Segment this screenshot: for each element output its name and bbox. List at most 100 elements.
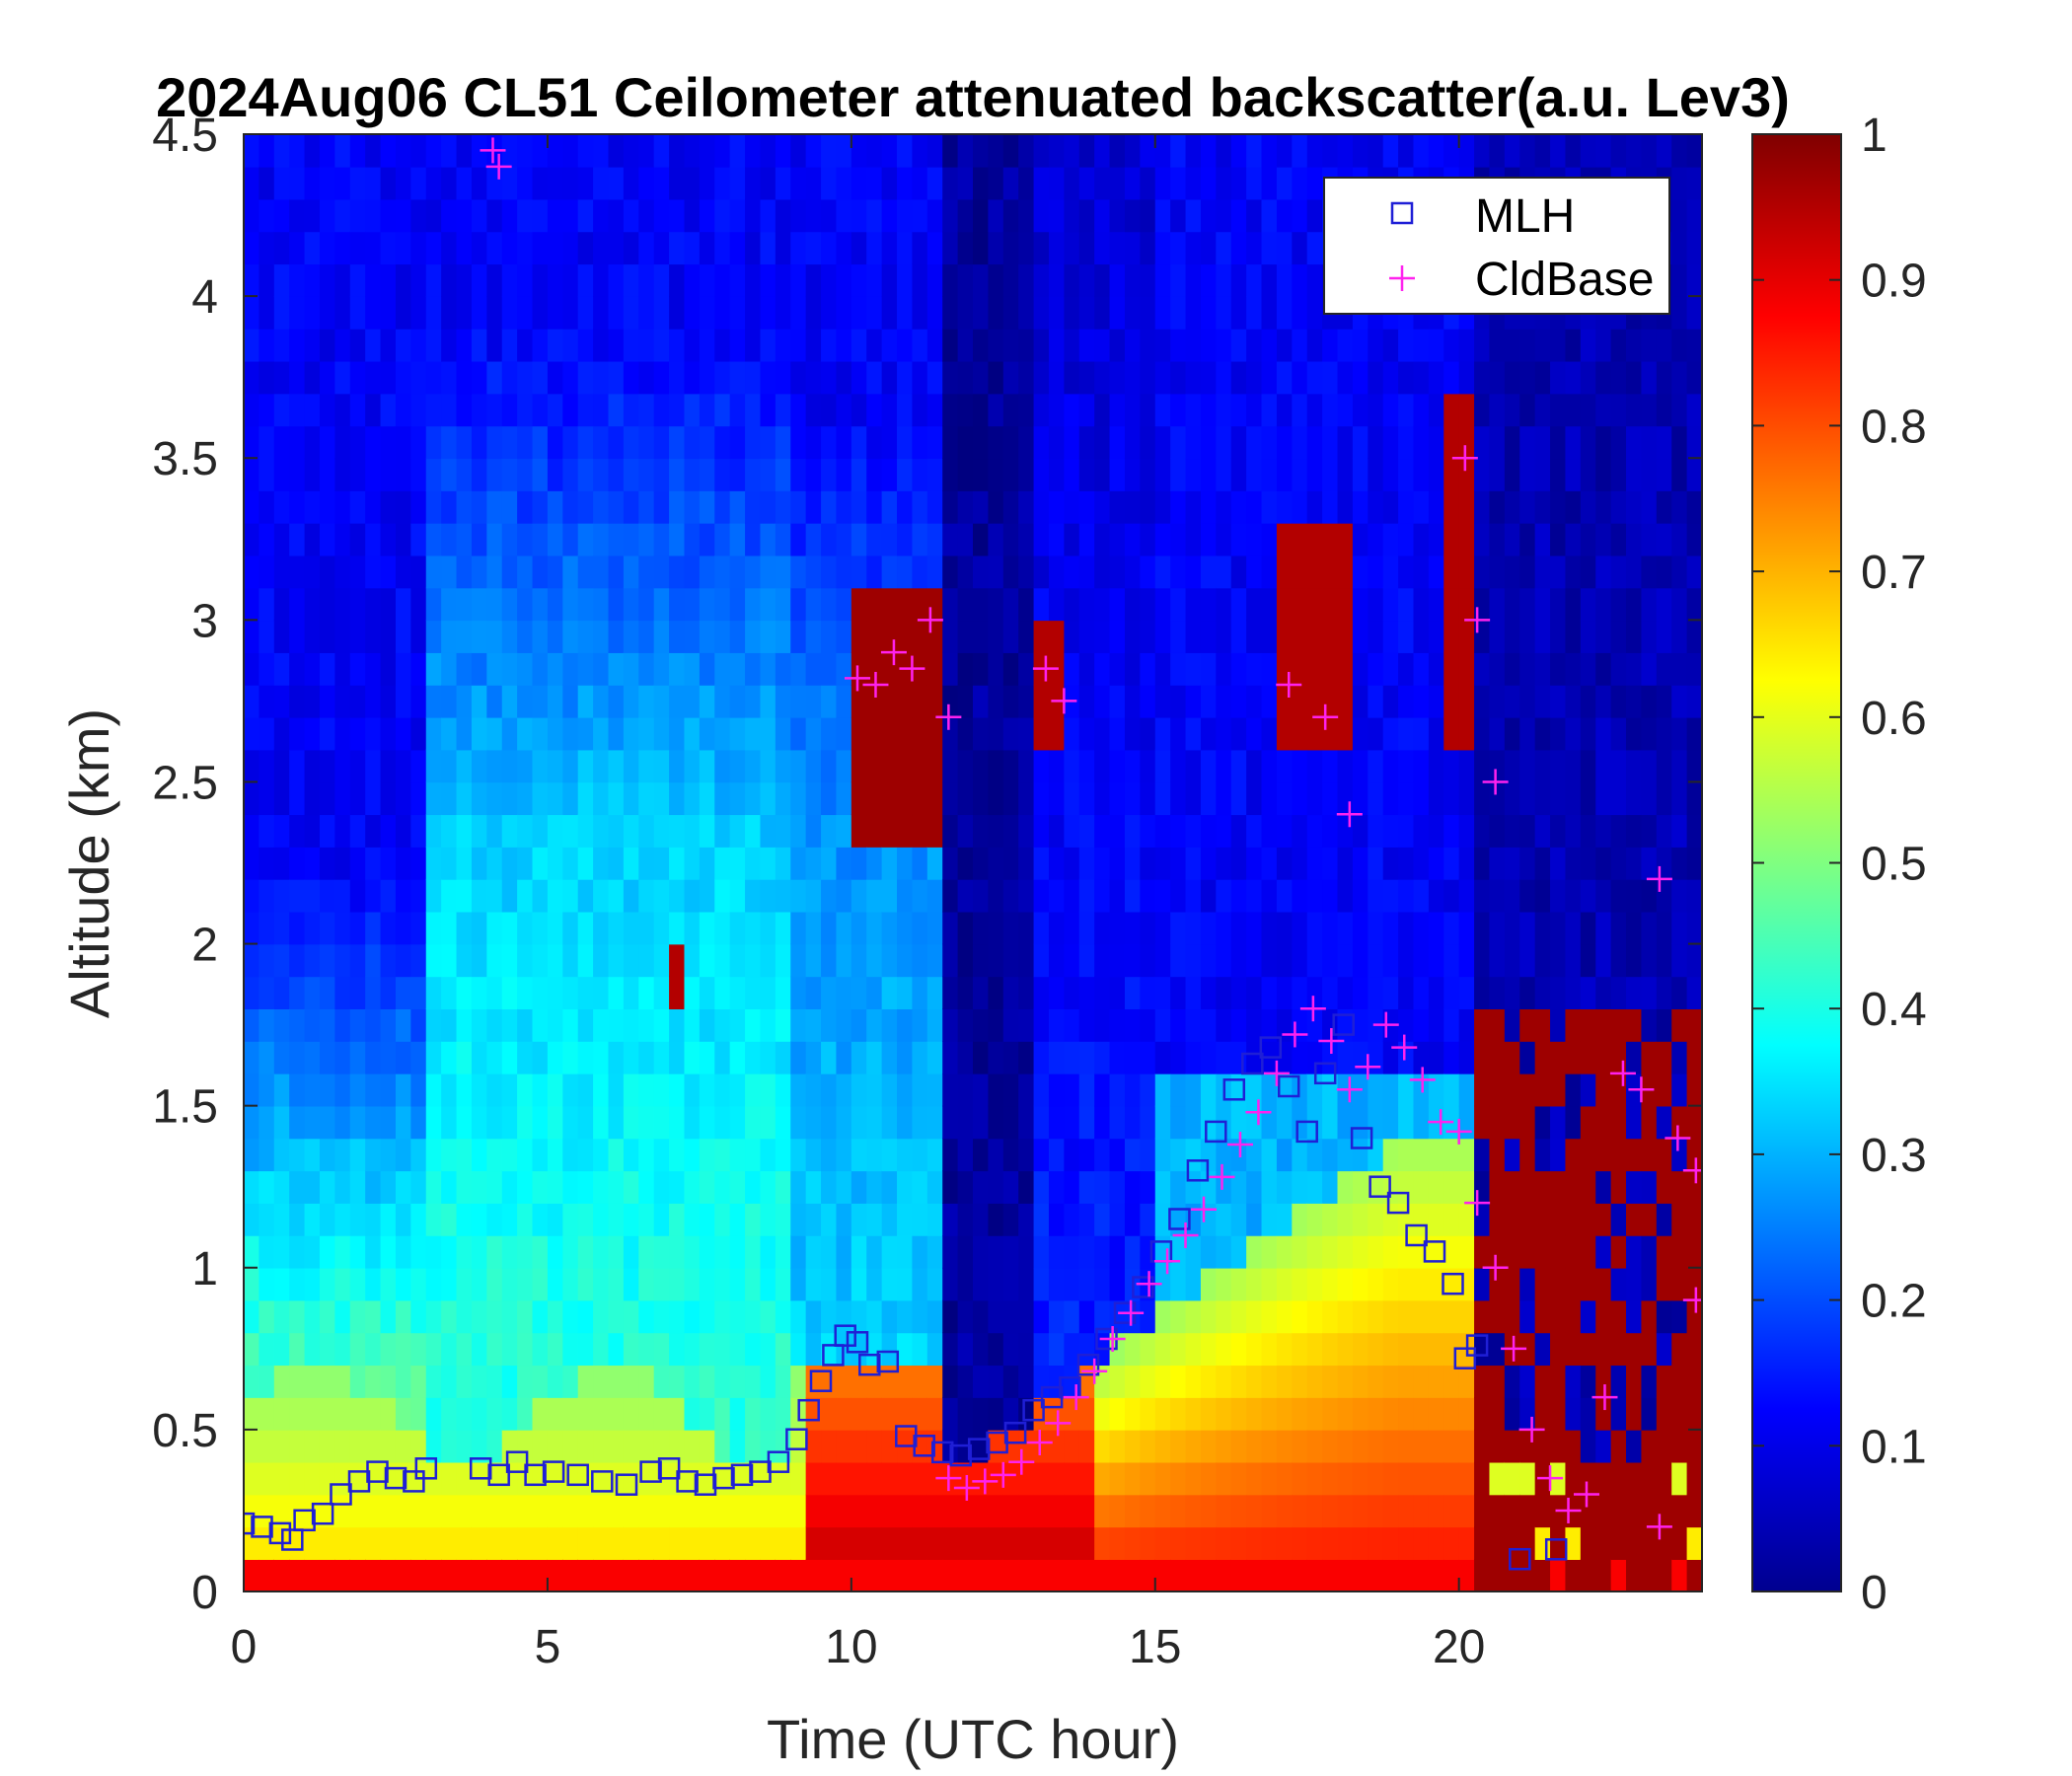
- heatmap-cell: [547, 393, 564, 427]
- heatmap-cell: [1185, 328, 1202, 362]
- heatmap-cell: [760, 1526, 777, 1560]
- heatmap-cell: [1671, 490, 1688, 524]
- heatmap-cell: [1200, 1397, 1218, 1431]
- heatmap-cell: [684, 1429, 701, 1463]
- heatmap-cell: [926, 198, 944, 233]
- heatmap-cell: [1170, 976, 1187, 1009]
- heatmap-cell: [577, 1526, 594, 1560]
- heatmap-cell: [1154, 198, 1171, 233]
- heatmap-cell: [1352, 1526, 1369, 1560]
- heatmap-cell: [319, 1041, 336, 1074]
- heatmap-cell: [1398, 1299, 1415, 1334]
- heatmap-cell: [1382, 1494, 1399, 1528]
- heatmap-cell: [684, 587, 701, 622]
- heatmap-cell: [973, 652, 990, 686]
- heatmap-cell: [501, 360, 518, 395]
- heatmap-cell: [1474, 1073, 1491, 1107]
- heatmap-cell: [866, 1429, 883, 1463]
- heatmap-cell: [1292, 555, 1308, 589]
- heatmap-cell: [1534, 1397, 1551, 1431]
- heatmap-cell: [881, 134, 898, 168]
- heatmap-cell: [1109, 1365, 1126, 1398]
- heatmap-cell: [1565, 1008, 1582, 1042]
- heatmap-cell: [973, 166, 990, 200]
- heatmap-cell: [745, 328, 762, 362]
- heatmap-cell: [942, 134, 959, 168]
- heatmap-cell: [1398, 1267, 1415, 1301]
- heatmap-cell: [745, 814, 762, 848]
- heatmap-cell: [1580, 749, 1597, 783]
- heatmap-cell: [805, 1494, 822, 1528]
- heatmap-cell: [1033, 1008, 1050, 1042]
- heatmap-cell: [836, 231, 852, 265]
- heatmap-cell: [1550, 878, 1567, 913]
- heatmap-cell: [1686, 749, 1702, 783]
- heatmap-cell: [897, 684, 914, 718]
- heatmap-cell: [897, 814, 914, 848]
- heatmap-cell: [1170, 652, 1187, 686]
- heatmap-cell: [304, 1041, 321, 1074]
- heatmap-cell: [1109, 749, 1126, 783]
- heatmap-cell: [714, 231, 731, 265]
- heatmap-cell: [1458, 1559, 1475, 1591]
- heatmap-cell: [1413, 1429, 1430, 1463]
- heatmap-cell: [244, 847, 260, 880]
- heatmap-cell: [775, 781, 792, 816]
- heatmap-cell: [380, 620, 397, 653]
- heatmap-cell: [1428, 555, 1445, 589]
- heatmap-cell: [304, 781, 321, 816]
- mlh-point: [281, 1528, 304, 1551]
- heatmap-cell: [1489, 360, 1506, 395]
- heatmap-cell: [1140, 749, 1156, 783]
- heatmap-cell: [1534, 587, 1551, 622]
- heatmap-cell: [897, 231, 914, 265]
- heatmap-cell: [851, 1203, 868, 1236]
- heatmap-cell: [273, 328, 290, 362]
- heatmap-cell: [623, 166, 640, 200]
- heatmap-cell: [1671, 878, 1688, 913]
- heatmap-cell: [836, 652, 852, 686]
- heatmap-cell: [1610, 878, 1627, 913]
- heatmap-cell: [623, 1397, 640, 1431]
- heatmap-cell: [1230, 522, 1247, 556]
- heatmap-cell: [1261, 1526, 1278, 1560]
- cldbase-point: [1428, 1109, 1454, 1136]
- heatmap-cell: [1033, 814, 1050, 848]
- heatmap-cell: [714, 1267, 731, 1301]
- heatmap-cell: [669, 1105, 686, 1140]
- heatmap-cell: [244, 1138, 260, 1172]
- heatmap-cell: [532, 943, 549, 978]
- heatmap-cell: [1519, 490, 1536, 524]
- heatmap-cell: [1550, 684, 1567, 718]
- heatmap-cell: [851, 1105, 868, 1140]
- heatmap-cell: [623, 1365, 640, 1398]
- heatmap-cell: [1398, 1526, 1415, 1560]
- heatmap-cell: [1337, 393, 1354, 427]
- heatmap-cell: [1504, 1234, 1521, 1269]
- heatmap-cell: [1580, 1299, 1597, 1334]
- heatmap-cell: [547, 943, 564, 978]
- heatmap-cell: [881, 1429, 898, 1463]
- heatmap-cell: [1276, 166, 1294, 200]
- heatmap-cell: [1413, 1105, 1430, 1140]
- heatmap-cell: [1580, 1267, 1597, 1301]
- heatmap-cell: [684, 555, 701, 589]
- heatmap-cell: [365, 1397, 382, 1431]
- colorbar-gradient: [1751, 133, 1842, 1592]
- heatmap-cell: [593, 587, 610, 622]
- heatmap-cell: [1018, 1138, 1035, 1172]
- heatmap-cell: [1306, 1008, 1323, 1042]
- cldbase-point: [1591, 1384, 1618, 1411]
- heatmap-cell: [501, 878, 518, 913]
- heatmap-cell: [1216, 1332, 1232, 1367]
- heatmap-cell: [790, 652, 807, 686]
- heatmap-cell: [273, 911, 290, 945]
- heatmap-cell: [1580, 360, 1597, 395]
- heatmap-cell: [1443, 976, 1460, 1009]
- heatmap-cell: [699, 231, 716, 265]
- heatmap-cell: [1504, 555, 1521, 589]
- heatmap-cell: [1534, 911, 1551, 945]
- heatmap-cell: [1048, 943, 1066, 978]
- heatmap-cell: [1276, 490, 1294, 524]
- heatmap-cell: [1185, 522, 1202, 556]
